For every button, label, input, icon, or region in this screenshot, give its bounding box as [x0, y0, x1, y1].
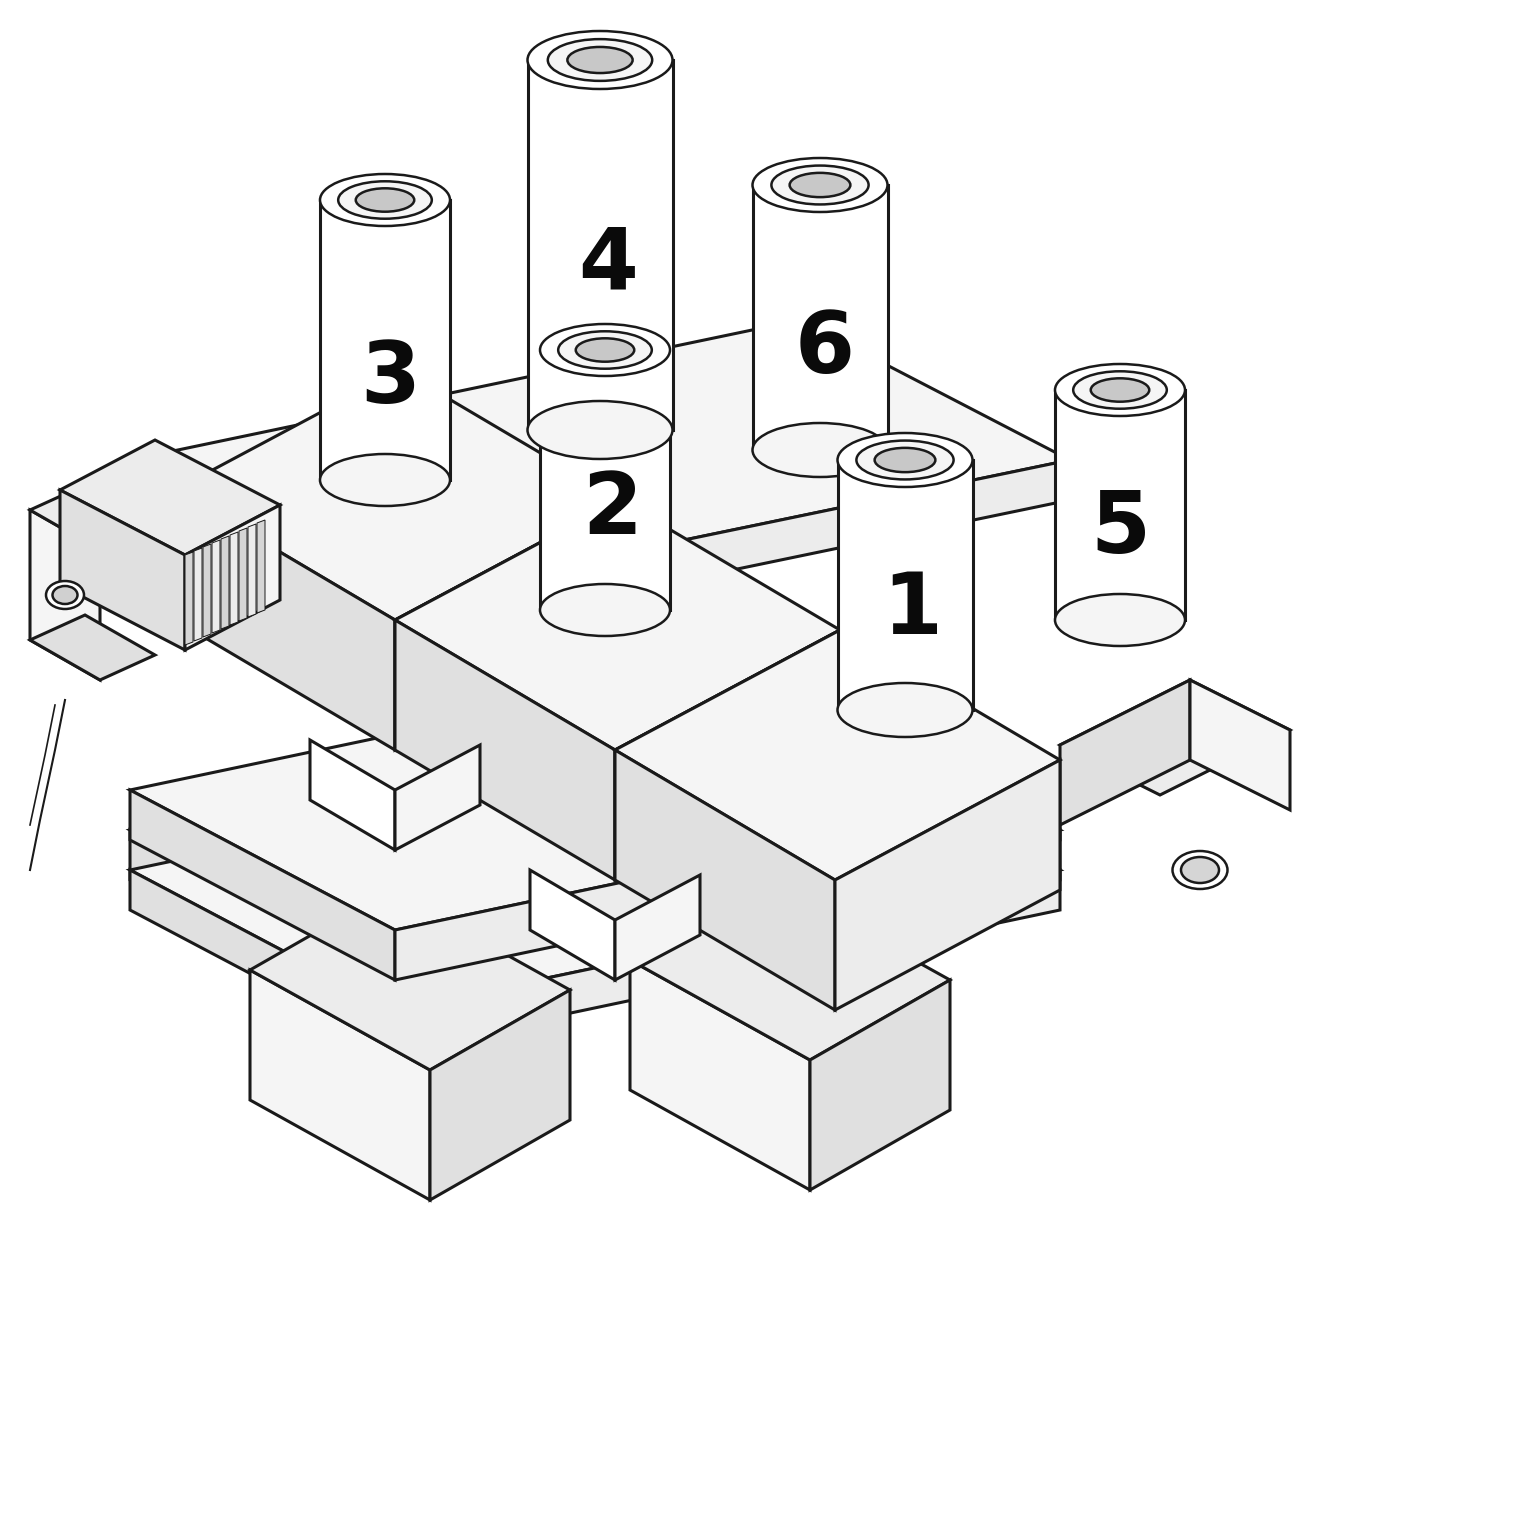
- Polygon shape: [131, 869, 395, 1051]
- Ellipse shape: [837, 433, 972, 487]
- Polygon shape: [630, 960, 809, 1190]
- Polygon shape: [221, 536, 229, 630]
- Ellipse shape: [548, 38, 653, 81]
- Ellipse shape: [46, 581, 84, 608]
- Polygon shape: [31, 614, 155, 680]
- Polygon shape: [257, 521, 266, 613]
- Ellipse shape: [558, 332, 651, 369]
- Ellipse shape: [874, 449, 935, 472]
- Polygon shape: [1190, 680, 1290, 809]
- Polygon shape: [230, 531, 238, 625]
- Polygon shape: [60, 490, 184, 650]
- Polygon shape: [614, 876, 700, 980]
- Text: 5: 5: [1091, 488, 1150, 571]
- Polygon shape: [131, 459, 395, 641]
- Ellipse shape: [771, 166, 868, 204]
- Ellipse shape: [319, 455, 450, 505]
- Polygon shape: [527, 60, 673, 430]
- Polygon shape: [530, 869, 614, 980]
- Polygon shape: [131, 790, 395, 980]
- Polygon shape: [131, 690, 1060, 971]
- Ellipse shape: [1074, 372, 1167, 409]
- Text: 6: 6: [796, 309, 856, 392]
- Polygon shape: [175, 490, 395, 750]
- Polygon shape: [395, 790, 1060, 980]
- Polygon shape: [184, 505, 280, 650]
- Polygon shape: [614, 630, 840, 880]
- Polygon shape: [1060, 680, 1290, 796]
- Polygon shape: [630, 880, 949, 1060]
- Ellipse shape: [753, 158, 888, 212]
- Ellipse shape: [541, 584, 670, 636]
- Polygon shape: [395, 501, 621, 750]
- Ellipse shape: [541, 324, 670, 376]
- Polygon shape: [837, 459, 972, 710]
- Polygon shape: [836, 760, 1060, 1011]
- Polygon shape: [175, 370, 621, 621]
- Polygon shape: [240, 528, 247, 621]
- Polygon shape: [131, 650, 1060, 929]
- Polygon shape: [250, 889, 570, 1071]
- Ellipse shape: [356, 189, 415, 212]
- Ellipse shape: [527, 31, 673, 89]
- Polygon shape: [430, 991, 570, 1200]
- Polygon shape: [395, 501, 840, 750]
- Ellipse shape: [1172, 851, 1227, 889]
- Text: 2: 2: [582, 468, 642, 551]
- Polygon shape: [1060, 680, 1190, 825]
- Text: 3: 3: [359, 338, 419, 421]
- Ellipse shape: [1055, 594, 1184, 647]
- Ellipse shape: [52, 587, 77, 604]
- Polygon shape: [131, 319, 1071, 601]
- Polygon shape: [131, 829, 395, 1020]
- Text: 1: 1: [882, 568, 942, 651]
- Polygon shape: [184, 551, 194, 645]
- Ellipse shape: [576, 338, 634, 361]
- Ellipse shape: [1055, 364, 1184, 416]
- Ellipse shape: [1181, 857, 1220, 883]
- Polygon shape: [395, 459, 1071, 641]
- Polygon shape: [131, 730, 1060, 1011]
- Polygon shape: [395, 745, 479, 849]
- Polygon shape: [541, 350, 670, 610]
- Ellipse shape: [567, 48, 633, 74]
- Polygon shape: [614, 750, 836, 1011]
- Polygon shape: [247, 524, 257, 617]
- Polygon shape: [809, 980, 949, 1190]
- Polygon shape: [60, 439, 280, 554]
- Ellipse shape: [319, 174, 450, 226]
- Polygon shape: [319, 200, 450, 479]
- Polygon shape: [31, 510, 100, 680]
- Text: 4: 4: [578, 224, 637, 307]
- Polygon shape: [395, 621, 614, 880]
- Polygon shape: [203, 544, 210, 637]
- Ellipse shape: [338, 181, 432, 218]
- Polygon shape: [395, 869, 1060, 1051]
- Polygon shape: [310, 740, 395, 849]
- Polygon shape: [250, 971, 430, 1200]
- Ellipse shape: [790, 174, 851, 197]
- Polygon shape: [614, 630, 1060, 880]
- Ellipse shape: [857, 441, 954, 479]
- Ellipse shape: [527, 401, 673, 459]
- Polygon shape: [194, 548, 203, 641]
- Polygon shape: [212, 541, 220, 633]
- Ellipse shape: [1091, 378, 1149, 402]
- Polygon shape: [31, 485, 155, 550]
- Ellipse shape: [837, 684, 972, 737]
- Polygon shape: [753, 184, 888, 450]
- Ellipse shape: [753, 422, 888, 478]
- Polygon shape: [1055, 390, 1184, 621]
- Polygon shape: [395, 829, 1060, 1020]
